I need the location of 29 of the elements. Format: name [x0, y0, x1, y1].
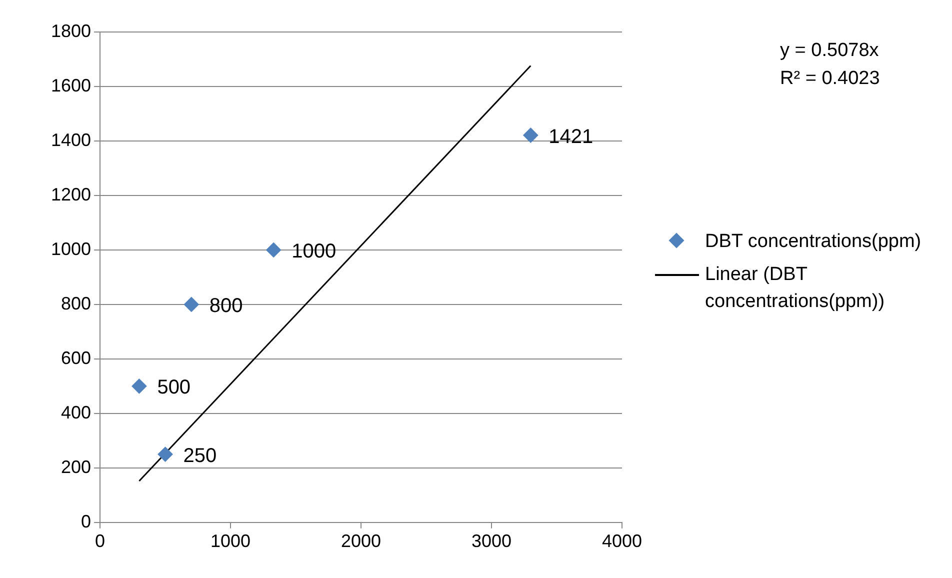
data-label: 1421: [548, 126, 594, 148]
y-tick-label: 1600: [50, 75, 92, 96]
data-label: 1000: [292, 240, 336, 262]
legend-label: DBT concentrations(ppm): [705, 230, 922, 254]
data-label: 250: [183, 444, 217, 467]
y-tick-label: 600: [60, 348, 92, 368]
y-tick-label: 200: [60, 456, 92, 477]
data-label: 500: [157, 376, 191, 399]
point: [523, 128, 538, 143]
point: [132, 378, 147, 394]
x-tick-label: 4000: [602, 531, 642, 552]
y-tick-label: 0: [81, 511, 92, 532]
point: [266, 242, 282, 258]
x-tick-label: 3000: [471, 531, 512, 552]
y-tick-label: 1000: [50, 238, 92, 259]
y-tick-label: 400: [60, 402, 92, 422]
x-tick-label: 2000: [341, 531, 382, 552]
x-tick-label: 1000: [210, 531, 251, 552]
point: [184, 296, 199, 312]
data-label: 800: [209, 294, 243, 317]
legend-label: Linear (DBT concentrations(ppm)): [705, 263, 886, 314]
y-tick-label: 800: [60, 293, 92, 314]
y-tick-label: 1200: [50, 184, 92, 204]
x-tick-label: 0: [95, 531, 106, 552]
y-tick-label: 1400: [50, 130, 92, 150]
y-tick-label: 1800: [50, 20, 92, 41]
text: R² = 0.4023: [780, 68, 880, 89]
text: y = 0.5078x: [780, 40, 880, 61]
point: [158, 446, 173, 462]
